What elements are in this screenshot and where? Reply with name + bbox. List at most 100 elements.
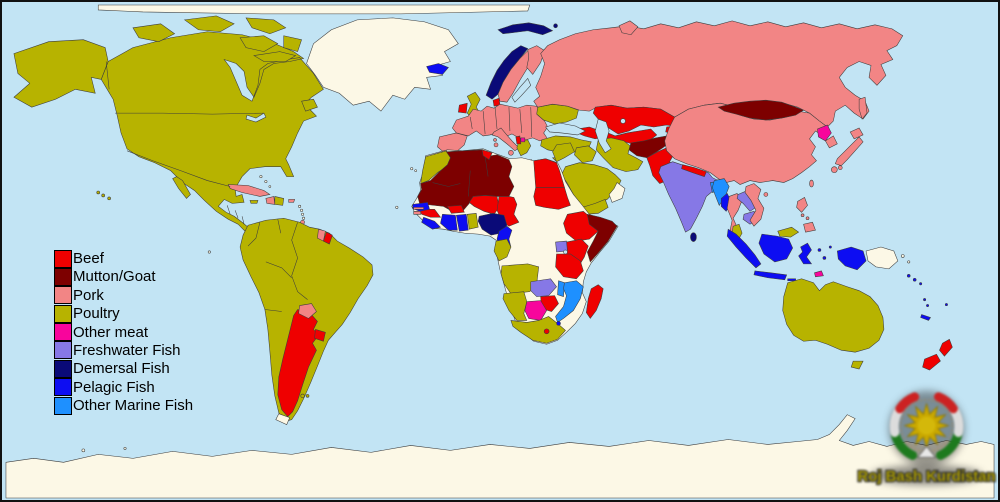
- country-finland: [526, 45, 545, 75]
- country-timor: [814, 270, 824, 278]
- country-uruguay: [314, 329, 326, 342]
- country-italy: [491, 127, 520, 156]
- country-afghanistan: [628, 135, 671, 159]
- islands-lesser-antilles: [298, 204, 306, 220]
- country-nepal: [681, 164, 707, 177]
- region-sierra-leone-liberia: [421, 216, 442, 230]
- country-mongolia: [717, 99, 805, 121]
- country-china: [664, 102, 828, 185]
- region-levant: [552, 142, 575, 163]
- legend-color-chip: [54, 323, 72, 342]
- islands-solomon: [906, 274, 923, 286]
- legend-item-label: Demersal Fish: [73, 360, 170, 378]
- region-gambia-guinea-bissau: [413, 207, 424, 215]
- legend-item-label: Pelagic Fish: [73, 378, 155, 396]
- region-north-america: [13, 15, 324, 232]
- legend-color-chip: [54, 341, 72, 360]
- country-taiwan: [809, 179, 814, 188]
- country-namibia: [502, 291, 528, 321]
- island-new-caledonia: [920, 314, 931, 321]
- country-burkina-faso: [446, 205, 465, 214]
- legend-item-label: Poultry: [73, 305, 120, 323]
- laurel-wreath: [889, 392, 964, 460]
- country-south-africa: [510, 316, 566, 344]
- islands-vanuatu: [923, 298, 930, 308]
- country-tanzania: [555, 253, 584, 280]
- legend-item-label: Mutton/Goat: [73, 268, 156, 286]
- islands-fiji: [944, 303, 948, 307]
- legend-color-chip: [54, 359, 72, 378]
- region-antarctica: [5, 414, 995, 499]
- region-gabon-congo: [493, 238, 512, 262]
- legend-item-label: Freshwater Fish: [73, 341, 181, 359]
- country-zambia: [530, 278, 557, 297]
- island-hainan: [763, 192, 769, 197]
- watermark-text: Roj Bash Kurdistan: [858, 469, 996, 485]
- country-iraq: [574, 145, 597, 164]
- legend-item-label: Other Marine Fish: [73, 397, 194, 415]
- sun-center: [917, 416, 936, 435]
- country-paraguay: [298, 303, 317, 319]
- islands-svalbard: [497, 22, 558, 36]
- country-somalia: [586, 213, 618, 263]
- country-north-korea: [817, 124, 832, 142]
- country-haiti: [265, 196, 276, 205]
- legend-color-chip: [54, 267, 72, 286]
- country-ghana: [456, 213, 469, 232]
- country-cote-divoire: [440, 214, 458, 231]
- internal-borders: [105, 61, 533, 312]
- country-swaziland: [556, 321, 561, 326]
- legend-row: Other Marine Fish: [54, 396, 194, 415]
- islands-canary: [410, 167, 417, 172]
- legend-row: Poultry: [54, 304, 193, 323]
- legend-item-label: Pork: [73, 286, 104, 304]
- legend: Beef Mutton/Goat Pork Poultry Other meat…: [54, 249, 194, 415]
- islands-bahamas: [259, 175, 272, 188]
- country-oman: [608, 182, 626, 203]
- arctic-ice: [97, 4, 531, 15]
- country-puerto-rico: [288, 199, 296, 203]
- country-tunisia: [481, 149, 493, 161]
- country-sudan: [533, 187, 571, 210]
- island-tasmania: [850, 360, 864, 370]
- territory-french-guiana: [323, 231, 333, 245]
- country-jamaica: [249, 200, 259, 204]
- legend-row: Beef: [54, 249, 193, 268]
- country-dominican-republic: [274, 196, 285, 206]
- country-argentina: [277, 309, 319, 418]
- legend-row: Pork: [54, 286, 193, 305]
- country-malawi: [557, 280, 565, 298]
- islands-novaya-zemlya: [618, 20, 639, 36]
- islands-cape-verde: [395, 205, 399, 209]
- inland-seas: [245, 77, 626, 255]
- legend-row: Pelagic Fish: [54, 378, 193, 397]
- country-angola: [500, 263, 539, 294]
- country-papua-new-guinea: [865, 246, 911, 270]
- country-new-zealand: [922, 338, 953, 371]
- country-macedonia: [520, 137, 526, 143]
- country-iceland: [426, 63, 449, 75]
- legend-color-chip: [54, 378, 72, 397]
- islands-hawaii: [96, 190, 111, 201]
- region-togo-benin: [466, 213, 479, 230]
- islands-falkland: [300, 393, 310, 398]
- islands-galapagos: [207, 250, 211, 254]
- country-guinea: [419, 209, 442, 218]
- region-iberia: [437, 132, 468, 154]
- legend-row: Demersal Fish: [54, 359, 193, 378]
- legend-item-label: Beef: [73, 250, 104, 267]
- region-tierra-del-fuego: [275, 413, 291, 425]
- country-cuba: [227, 184, 271, 197]
- watermark-logo: Roj Bash Kurdistan: [856, 390, 997, 486]
- country-egypt: [533, 158, 565, 188]
- country-vietnam: [744, 183, 765, 227]
- country-mozambique: [555, 280, 584, 323]
- country-lesotho: [543, 328, 550, 335]
- legend-row: Other meat: [54, 323, 193, 342]
- country-greenland: [306, 17, 459, 112]
- country-japan: [831, 127, 864, 173]
- legend-color-chip: [54, 304, 72, 323]
- wreath-base-triangle: [916, 445, 937, 458]
